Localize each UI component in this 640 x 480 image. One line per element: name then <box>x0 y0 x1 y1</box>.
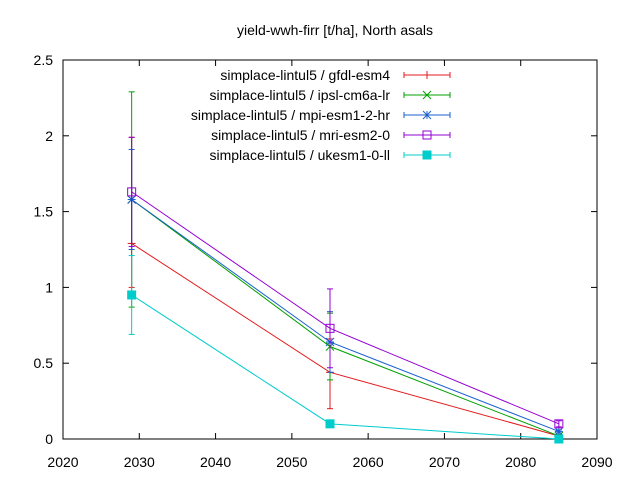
plot-frame <box>62 59 598 440</box>
error-bar <box>327 288 333 369</box>
legend: simplace-lintul5 / gfdl-esm4 simplace-lin… <box>191 67 451 163</box>
series-1 <box>127 136 563 440</box>
x-tick-label: 2090 <box>581 454 612 470</box>
legend-label: simplace-lintul5 / ipsl-cm6a-lr <box>210 87 391 103</box>
data-point <box>554 419 564 429</box>
legend-marker <box>422 90 432 100</box>
x-tick-label: 2040 <box>200 454 231 470</box>
series-5 <box>127 255 564 444</box>
legend-entry-1: simplace-lintul5 / gfdl-esm4 <box>220 67 451 83</box>
data-point <box>127 290 137 300</box>
x-tick-label: 2060 <box>353 454 384 470</box>
data-point <box>127 187 137 197</box>
y-tick-label: 0.5 <box>34 355 54 371</box>
legend-label: simplace-lintul5 / gfdl-esm4 <box>220 67 390 83</box>
x-tick-label: 2070 <box>429 454 460 470</box>
y-tick-label: 0 <box>45 431 53 447</box>
data-point <box>325 419 335 429</box>
y-tick-label: 2 <box>45 128 53 144</box>
x-tick-label: 2030 <box>124 454 155 470</box>
legend-entry-2: simplace-lintul5 / ipsl-cm6a-lr <box>210 87 451 103</box>
legend-marker <box>423 71 431 79</box>
series-4 <box>127 136 564 429</box>
series-2 <box>127 91 564 441</box>
y-tick-label: 1.5 <box>34 204 54 220</box>
legend-label: simplace-lintul5 / ukesm1-0-ll <box>209 147 390 163</box>
error-bar <box>128 136 135 247</box>
legend-marker <box>422 150 432 160</box>
data-point <box>325 323 335 333</box>
x-tick-label: 2020 <box>47 454 78 470</box>
plot-area: 2020 2030 2040 2050 2060 2070 2080 2090 0 0.5 1 1.5… <box>34 52 613 470</box>
data-point <box>554 427 564 436</box>
legend-entry-4: simplace-lintul5 / mri-esm2-0 <box>211 127 451 143</box>
data-point <box>554 434 564 444</box>
series-line <box>131 199 560 437</box>
error-bar <box>555 420 562 428</box>
series-3 <box>127 148 564 436</box>
y-tick-label: 2.5 <box>34 52 54 68</box>
series-line <box>131 191 560 425</box>
x-tick-label: 2050 <box>276 454 307 470</box>
series-line <box>131 294 559 440</box>
chart-title: yield-wwh-firr [t/ha], North asals <box>237 22 433 38</box>
x-tick-label: 2080 <box>505 454 536 470</box>
y-tick-label: 1 <box>45 279 53 295</box>
legend-marker <box>422 110 432 120</box>
legend-label: simplace-lintul5 / mri-esm2-0 <box>211 127 390 143</box>
legend-entry-5: simplace-lintul5 / ukesm1-0-ll <box>209 147 451 163</box>
legend-label: simplace-lintul5 / mpi-esm1-2-hr <box>191 107 391 123</box>
legend-entry-3: simplace-lintul5 / mpi-esm1-2-hr <box>191 107 451 123</box>
series-line <box>131 243 559 437</box>
legend-marker <box>422 130 432 140</box>
